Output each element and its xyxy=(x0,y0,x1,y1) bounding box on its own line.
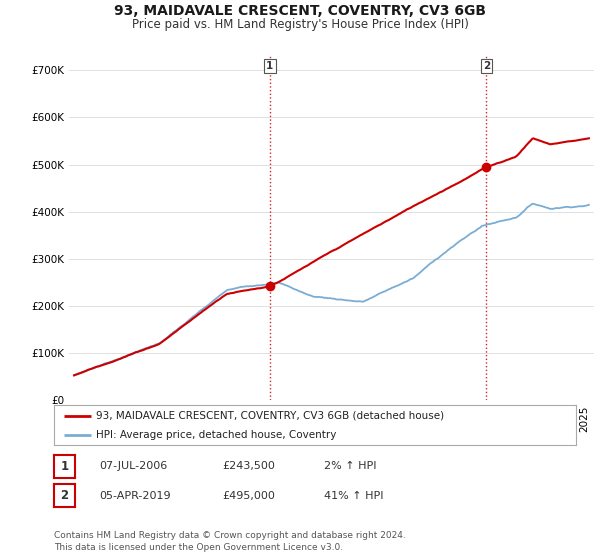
Text: 07-JUL-2006: 07-JUL-2006 xyxy=(99,461,167,472)
Text: 41% ↑ HPI: 41% ↑ HPI xyxy=(324,491,383,501)
Text: Price paid vs. HM Land Registry's House Price Index (HPI): Price paid vs. HM Land Registry's House … xyxy=(131,18,469,31)
Text: 2: 2 xyxy=(483,61,490,71)
Text: £495,000: £495,000 xyxy=(222,491,275,501)
Text: 93, MAIDAVALE CRESCENT, COVENTRY, CV3 6GB (detached house): 93, MAIDAVALE CRESCENT, COVENTRY, CV3 6G… xyxy=(96,411,444,421)
Text: HPI: Average price, detached house, Coventry: HPI: Average price, detached house, Cove… xyxy=(96,430,336,440)
Text: 2: 2 xyxy=(61,489,68,502)
Text: 1: 1 xyxy=(61,460,68,473)
Text: 05-APR-2019: 05-APR-2019 xyxy=(99,491,170,501)
Text: £243,500: £243,500 xyxy=(222,461,275,472)
Text: 2% ↑ HPI: 2% ↑ HPI xyxy=(324,461,377,472)
Text: 1: 1 xyxy=(266,61,274,71)
Text: 93, MAIDAVALE CRESCENT, COVENTRY, CV3 6GB: 93, MAIDAVALE CRESCENT, COVENTRY, CV3 6G… xyxy=(114,4,486,18)
Text: Contains HM Land Registry data © Crown copyright and database right 2024.
This d: Contains HM Land Registry data © Crown c… xyxy=(54,531,406,552)
